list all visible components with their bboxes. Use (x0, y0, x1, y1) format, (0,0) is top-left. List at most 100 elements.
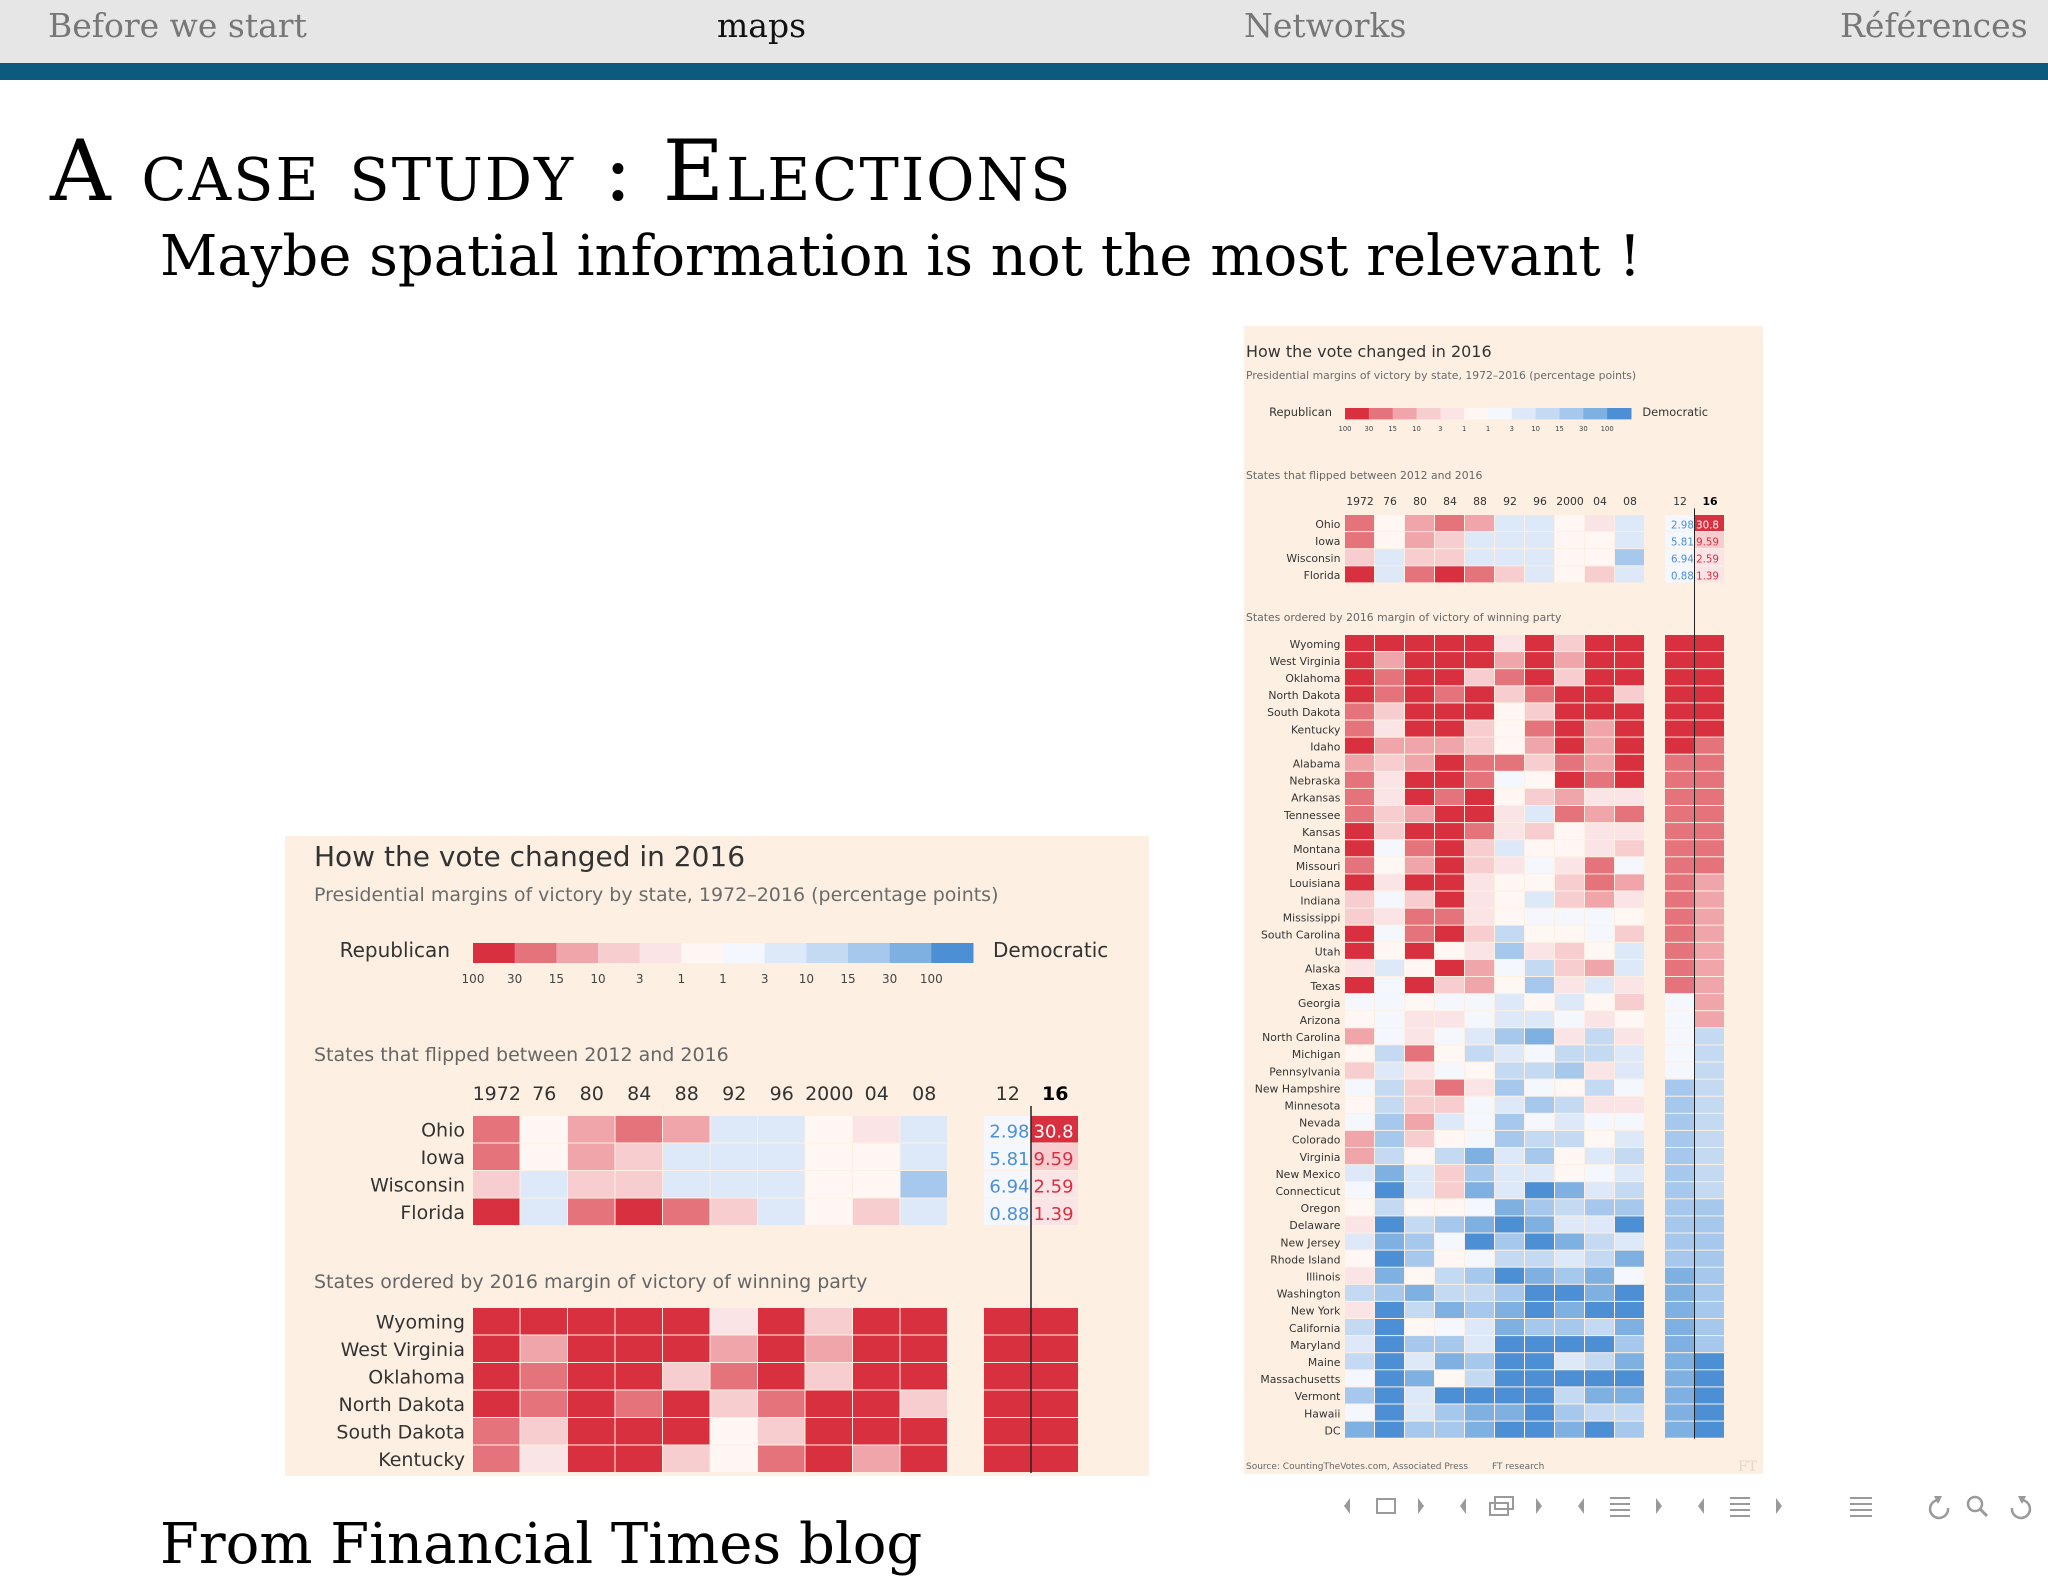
heat-cell (1435, 1284, 1464, 1301)
heat-cell (1555, 1199, 1584, 1216)
prev-frame-arrow[interactable] (1344, 1498, 1350, 1514)
heat-cell (1495, 908, 1524, 925)
heat-cell (1665, 1199, 1694, 1216)
heat-cell (1375, 1319, 1404, 1336)
heat-cell (1555, 925, 1584, 942)
heat-cell (758, 1390, 805, 1417)
prev-outline-arrow[interactable] (1698, 1498, 1704, 1514)
heat-cell (1375, 703, 1404, 720)
toc-icon[interactable] (1848, 1496, 1874, 1518)
prev-section-arrow[interactable] (1578, 1498, 1584, 1514)
heat-cell (1375, 959, 1404, 976)
heat-cell (1615, 1233, 1644, 1250)
heat-cell (1435, 1319, 1464, 1336)
ordered-heading: States ordered by 2016 margin of victory… (314, 1271, 867, 1293)
heat-cell (1345, 635, 1374, 652)
heat-cell (1375, 891, 1404, 908)
nav-item-before-we-start[interactable]: Before we start (48, 6, 307, 45)
heat-cell-2016 (1695, 515, 1724, 532)
heat-cell (1615, 1267, 1644, 1284)
heat-cell (1345, 788, 1374, 805)
nav-item-maps[interactable]: maps (717, 6, 807, 45)
heat-cell (1435, 1096, 1464, 1113)
heat-cell (1375, 754, 1404, 771)
frame-icon[interactable] (1376, 1498, 1396, 1514)
state-label: South Dakota (1267, 706, 1340, 719)
heat-cell (1345, 1336, 1374, 1353)
heat-cell (900, 1335, 947, 1362)
heat-cell (1495, 1096, 1524, 1113)
heat-cell (1695, 1130, 1724, 1147)
heat-cell (1375, 857, 1404, 874)
heat-cell (1525, 1301, 1554, 1318)
forward-icon[interactable] (2010, 1498, 2032, 1520)
heat-cell (1405, 686, 1434, 703)
legend-swatch (889, 943, 932, 963)
legend-tick-label: 1 (678, 972, 686, 986)
heat-cell (568, 1171, 615, 1198)
search-icon[interactable] (1966, 1495, 1984, 1513)
heat-cell (1665, 1370, 1694, 1387)
heat-cell (900, 1171, 947, 1198)
legend-tick-label: 10 (799, 972, 814, 986)
heat-cell (984, 1390, 1031, 1417)
heat-cell (1525, 874, 1554, 891)
heat-cell (1435, 925, 1464, 942)
next-frame-arrow[interactable] (1418, 1498, 1424, 1514)
state-label: Indiana (1300, 894, 1340, 907)
heat-cell (1525, 925, 1554, 942)
heat-cell (1345, 1028, 1374, 1045)
year-label: 2000 (805, 1083, 853, 1105)
heat-cell (1525, 823, 1554, 840)
heat-cell (473, 1116, 520, 1143)
heat-cell (1435, 771, 1464, 788)
heat-cell (1345, 703, 1374, 720)
heat-cell (1695, 1250, 1724, 1267)
next-section-arrow[interactable] (1656, 1498, 1662, 1514)
heat-cell (1615, 720, 1644, 737)
section-icon[interactable] (1608, 1496, 1632, 1518)
heat-cell (1525, 566, 1554, 583)
heat-cell (1665, 1148, 1694, 1165)
heat-cell (1435, 994, 1464, 1011)
heat-cell (1665, 1233, 1694, 1250)
heat-cell (1585, 959, 1614, 976)
heat-cell (1525, 1387, 1554, 1404)
state-label: Wisconsin (370, 1175, 465, 1197)
heat-cell (1495, 669, 1524, 686)
heat-cell (1495, 1370, 1524, 1387)
heat-cell (1345, 1233, 1374, 1250)
heatmap-zoomed: How the vote changed in 2016 Presidential… (314, 840, 1108, 1473)
heat-cell (1405, 788, 1434, 805)
heat-cell (1695, 1216, 1724, 1233)
heat-cell (1695, 1062, 1724, 1079)
outline-icon[interactable] (1728, 1496, 1752, 1518)
state-label: Texas (1310, 980, 1341, 993)
heat-cell (1695, 686, 1724, 703)
heat-cell (758, 1116, 805, 1143)
nav-item-networks[interactable]: Networks (1244, 6, 1407, 45)
heat-cell (853, 1308, 900, 1335)
next-subsection-arrow[interactable] (1536, 1498, 1542, 1514)
heat-cell (1495, 874, 1524, 891)
ft-watermark: FT (1738, 1459, 1758, 1474)
heat-cell (758, 1418, 805, 1445)
heat-cell (1405, 908, 1434, 925)
heat-cell (1695, 1336, 1724, 1353)
heat-cell (1665, 1096, 1694, 1113)
heat-cell (1615, 840, 1644, 857)
heat-cell (1665, 1267, 1694, 1284)
heat-cell (1695, 1079, 1724, 1096)
back-icon[interactable] (1928, 1498, 1950, 1520)
heat-cell (1405, 771, 1434, 788)
heat-cell (1375, 1130, 1404, 1147)
prev-subsection-arrow[interactable] (1460, 1498, 1466, 1514)
heat-cell (1405, 942, 1434, 959)
heat-cell-2016 (1031, 1116, 1078, 1143)
next-outline-arrow[interactable] (1776, 1498, 1782, 1514)
heat-cell (1465, 1011, 1494, 1028)
heat-cell-2012 (1665, 515, 1694, 532)
nav-item-references[interactable]: Références (1840, 6, 2028, 45)
state-label: North Dakota (339, 1394, 466, 1416)
heat-cell (1525, 891, 1554, 908)
